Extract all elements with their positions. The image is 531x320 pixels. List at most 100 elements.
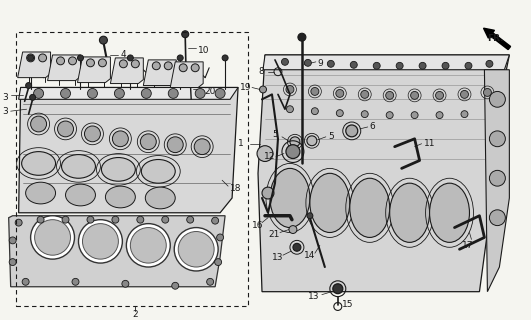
- Circle shape: [222, 55, 228, 61]
- Polygon shape: [263, 55, 509, 70]
- Text: 1: 1: [238, 139, 244, 148]
- Text: 3: 3: [3, 93, 8, 102]
- Circle shape: [486, 60, 493, 67]
- Circle shape: [179, 64, 187, 72]
- Circle shape: [37, 216, 44, 223]
- Circle shape: [174, 228, 218, 271]
- Circle shape: [396, 62, 403, 69]
- Text: 13: 13: [272, 253, 284, 262]
- Circle shape: [333, 284, 343, 294]
- Circle shape: [346, 125, 358, 137]
- Polygon shape: [19, 87, 238, 213]
- Circle shape: [461, 111, 468, 117]
- Text: 13: 13: [308, 292, 319, 301]
- Circle shape: [182, 31, 189, 38]
- Ellipse shape: [65, 184, 96, 206]
- Polygon shape: [258, 55, 509, 292]
- Text: 8: 8: [258, 67, 264, 76]
- Circle shape: [30, 94, 36, 100]
- Circle shape: [336, 110, 344, 116]
- Circle shape: [460, 91, 468, 98]
- Circle shape: [386, 112, 393, 119]
- Circle shape: [281, 58, 288, 65]
- Circle shape: [114, 89, 124, 98]
- Circle shape: [112, 216, 119, 223]
- Text: 17: 17: [461, 241, 473, 250]
- Circle shape: [290, 137, 300, 147]
- Text: 16: 16: [252, 221, 263, 230]
- Circle shape: [490, 131, 506, 147]
- Text: 6: 6: [370, 123, 375, 132]
- Circle shape: [307, 213, 313, 219]
- Text: 19: 19: [240, 83, 252, 92]
- Polygon shape: [48, 55, 81, 81]
- Circle shape: [57, 121, 73, 137]
- Text: 9: 9: [318, 59, 323, 68]
- Circle shape: [113, 131, 129, 147]
- Circle shape: [62, 216, 69, 223]
- Circle shape: [178, 231, 214, 267]
- Ellipse shape: [22, 152, 56, 175]
- Polygon shape: [78, 57, 110, 83]
- Circle shape: [311, 87, 319, 95]
- Circle shape: [195, 89, 205, 98]
- Circle shape: [217, 234, 224, 241]
- Circle shape: [419, 62, 426, 69]
- Circle shape: [311, 108, 319, 115]
- Ellipse shape: [390, 183, 430, 242]
- Circle shape: [386, 92, 393, 99]
- Circle shape: [88, 89, 98, 98]
- Polygon shape: [8, 216, 225, 287]
- Polygon shape: [484, 70, 509, 292]
- Circle shape: [119, 60, 127, 68]
- Circle shape: [298, 33, 306, 41]
- Circle shape: [411, 112, 418, 119]
- Circle shape: [87, 59, 95, 67]
- Circle shape: [361, 91, 369, 98]
- Circle shape: [286, 106, 294, 113]
- Circle shape: [68, 57, 76, 65]
- Circle shape: [28, 55, 33, 61]
- Circle shape: [168, 89, 178, 98]
- Circle shape: [187, 216, 194, 223]
- Circle shape: [31, 116, 47, 132]
- Circle shape: [327, 60, 335, 67]
- Circle shape: [436, 112, 443, 119]
- Ellipse shape: [106, 186, 135, 208]
- Circle shape: [442, 62, 449, 69]
- Circle shape: [410, 92, 418, 99]
- Circle shape: [162, 216, 169, 223]
- Circle shape: [152, 62, 160, 70]
- Circle shape: [212, 217, 219, 224]
- Circle shape: [207, 278, 213, 285]
- Text: 2: 2: [133, 310, 138, 319]
- Text: 3: 3: [3, 107, 8, 116]
- Circle shape: [22, 278, 29, 285]
- Circle shape: [191, 64, 199, 72]
- Circle shape: [194, 139, 210, 155]
- Polygon shape: [143, 60, 176, 85]
- Polygon shape: [19, 87, 238, 99]
- Circle shape: [172, 282, 179, 289]
- Circle shape: [465, 62, 472, 69]
- Ellipse shape: [350, 178, 390, 237]
- Circle shape: [490, 170, 506, 186]
- Circle shape: [98, 59, 106, 67]
- Text: 15: 15: [342, 300, 353, 309]
- Ellipse shape: [101, 157, 135, 181]
- Circle shape: [286, 85, 294, 93]
- Circle shape: [56, 57, 65, 65]
- Circle shape: [27, 54, 35, 62]
- Text: 5: 5: [328, 132, 333, 141]
- Circle shape: [260, 86, 267, 93]
- Circle shape: [164, 62, 172, 70]
- Circle shape: [289, 226, 297, 234]
- Text: 11: 11: [424, 139, 435, 148]
- Circle shape: [61, 89, 71, 98]
- Text: 12: 12: [264, 152, 276, 161]
- Circle shape: [9, 259, 16, 266]
- Circle shape: [361, 111, 368, 117]
- Text: 4: 4: [121, 51, 126, 60]
- Circle shape: [336, 90, 344, 97]
- Circle shape: [307, 136, 317, 146]
